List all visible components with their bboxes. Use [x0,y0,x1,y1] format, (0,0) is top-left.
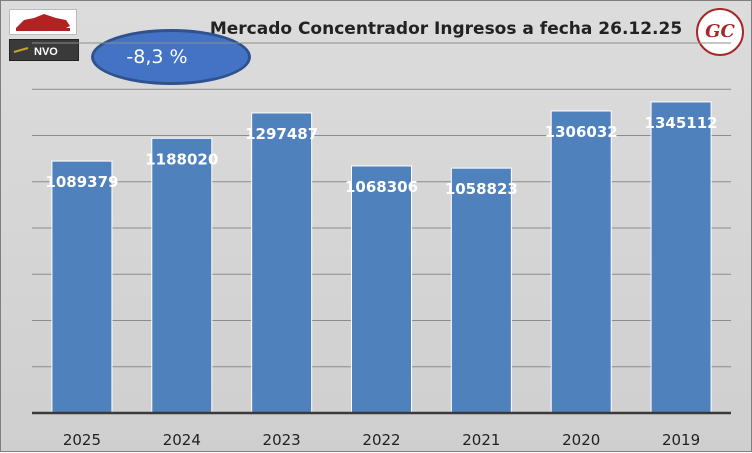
car-logo-icon [16,14,70,31]
data-label: 1345112 [645,114,718,132]
bar [450,167,512,414]
chart-title: Mercado Concentrador Ingresos a fecha 26… [209,19,683,39]
data-label: 1297487 [245,125,318,143]
change-badge: -8,3 % [91,29,251,85]
x-tick-label: 2024 [163,431,201,449]
x-tick-label: 2022 [362,431,400,449]
change-badge-text: -8,3 % [126,46,188,68]
data-label: 1058823 [445,180,518,198]
x-tick-label: 2019 [662,431,700,449]
data-label: 1089379 [45,173,118,191]
bar [151,137,213,414]
bar [550,110,612,414]
nvo-logo-text: NVO [34,46,58,58]
x-tick-label: 2025 [63,431,101,449]
bar [351,165,412,414]
bar [251,112,313,414]
bar [650,101,712,414]
x-tick-label: 2023 [263,431,301,449]
data-label: 1068306 [345,178,418,196]
x-tick-label: 2021 [462,431,500,449]
logo-top-left [9,9,77,35]
gc-logo-text: GC [705,21,735,42]
logo-bottom-left: NVO [9,39,79,61]
data-label: 1188020 [145,150,218,168]
x-tick-label: 2020 [562,431,600,449]
data-label: 1306032 [545,123,618,141]
bar [51,160,113,414]
nvo-logo-icon: NVO [13,46,58,58]
